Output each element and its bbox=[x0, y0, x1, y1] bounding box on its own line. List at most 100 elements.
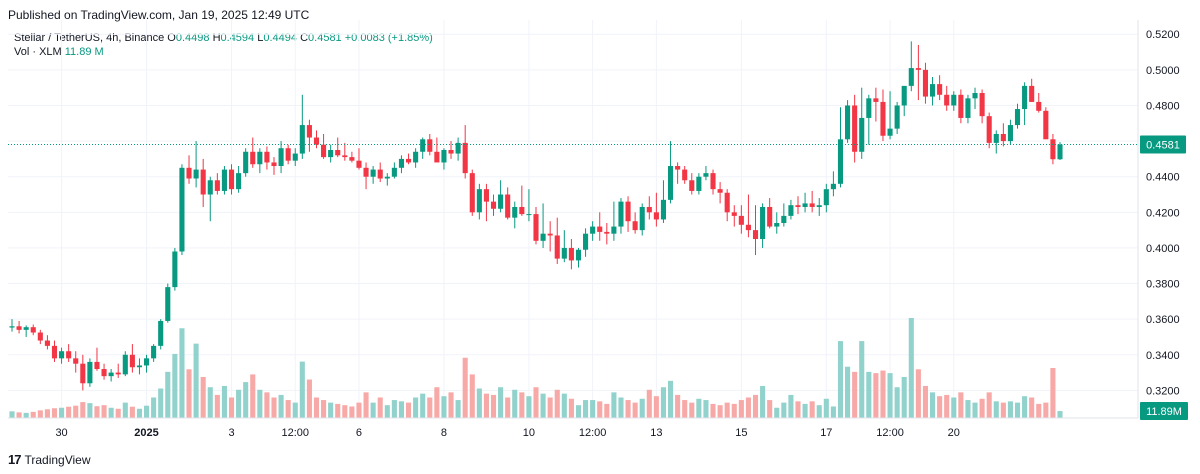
candle-body bbox=[313, 137, 320, 145]
candle-body bbox=[420, 139, 426, 152]
candle-body bbox=[200, 169, 206, 195]
candle-body bbox=[349, 157, 355, 161]
candle-body bbox=[108, 372, 114, 377]
candle-body bbox=[51, 345, 58, 359]
candles bbox=[9, 41, 1063, 391]
candle-body bbox=[186, 167, 192, 179]
candle-body bbox=[717, 189, 723, 193]
volume-bar bbox=[519, 392, 525, 418]
volume-bar bbox=[151, 397, 157, 418]
candle-body bbox=[965, 98, 971, 118]
candle-body bbox=[115, 372, 121, 375]
candle-body bbox=[1000, 133, 1006, 142]
candle-body bbox=[512, 206, 518, 218]
candle-body bbox=[129, 354, 135, 368]
volume-bar bbox=[207, 387, 213, 418]
volume-bar bbox=[986, 392, 992, 418]
volume-bar bbox=[30, 411, 36, 418]
x-tick-label: 13 bbox=[650, 427, 662, 439]
volume-bar bbox=[23, 412, 29, 418]
x-tick-label: 12:00 bbox=[579, 427, 607, 439]
candle-body bbox=[745, 224, 751, 231]
candle-body bbox=[816, 205, 822, 207]
candle-body bbox=[427, 139, 433, 152]
volume-bar bbox=[321, 400, 327, 418]
volume-bar bbox=[490, 394, 497, 418]
candle-body bbox=[533, 214, 539, 241]
volume-bar bbox=[94, 406, 100, 418]
volume-bar bbox=[483, 393, 489, 418]
volume-bar bbox=[313, 397, 320, 418]
volume-bar bbox=[108, 407, 114, 418]
candle-body bbox=[23, 327, 29, 330]
volume-bar bbox=[901, 376, 907, 418]
candle-body bbox=[384, 176, 390, 179]
candle-body bbox=[590, 226, 596, 234]
candle-body bbox=[73, 358, 79, 364]
volume-bar bbox=[370, 402, 376, 418]
candle-body bbox=[689, 180, 695, 191]
volume-bar bbox=[37, 410, 43, 418]
open-label: O bbox=[167, 32, 176, 44]
candle-body bbox=[710, 173, 716, 190]
candle-body bbox=[667, 166, 674, 200]
candle-body bbox=[575, 249, 582, 261]
candle-body bbox=[646, 206, 652, 213]
candle-body bbox=[809, 203, 815, 207]
volume-bars bbox=[9, 318, 1063, 418]
candle-body bbox=[448, 149, 454, 154]
candle-body bbox=[632, 221, 638, 231]
candle-body bbox=[880, 101, 886, 136]
volume-bar bbox=[816, 405, 822, 418]
volume-bar bbox=[356, 402, 362, 418]
volume-bar bbox=[993, 401, 999, 418]
volume-bar bbox=[894, 387, 900, 418]
x-tick-label: 6 bbox=[356, 427, 362, 439]
volume-bar bbox=[285, 400, 291, 418]
volume-bar bbox=[823, 398, 829, 418]
footer-brand[interactable]: 17 TradingView bbox=[8, 452, 91, 467]
candle-body bbox=[214, 180, 220, 191]
candle-body bbox=[363, 167, 369, 177]
volume-bar bbox=[405, 402, 412, 418]
candle-body bbox=[398, 158, 405, 168]
volume-legend: Vol · XLM 11.89 M bbox=[14, 46, 104, 58]
volume-bar bbox=[1043, 402, 1049, 418]
volume-bar bbox=[922, 385, 929, 418]
volume-bar bbox=[448, 392, 454, 418]
volume-bar bbox=[533, 387, 539, 418]
volume-bar bbox=[639, 398, 645, 418]
candle-body bbox=[554, 235, 560, 259]
candle-body bbox=[490, 201, 497, 209]
candle-body bbox=[434, 151, 440, 163]
candle-body bbox=[94, 361, 100, 370]
candle-body bbox=[469, 173, 475, 213]
ohlc-legend: Stellar / TetherUS, 4h, Binance O0.4498 … bbox=[14, 32, 433, 44]
candle-body bbox=[583, 233, 589, 250]
last-price-badge bbox=[1140, 135, 1186, 154]
close-value: 0.4581 bbox=[308, 32, 342, 44]
candle-body bbox=[802, 203, 808, 207]
volume-bar bbox=[427, 397, 433, 418]
volume-bar bbox=[611, 392, 617, 418]
last-price-label: 0.4581 bbox=[1146, 139, 1180, 151]
volume-bar bbox=[186, 369, 192, 418]
candle-body bbox=[767, 206, 773, 227]
volume-bar bbox=[667, 380, 674, 418]
volume-bar bbox=[16, 412, 22, 418]
x-tick-label: 2025 bbox=[134, 427, 158, 439]
y-tick-label: 0.4400 bbox=[1146, 172, 1180, 184]
y-tick-label: 0.3400 bbox=[1146, 350, 1180, 362]
volume-bar bbox=[689, 402, 695, 418]
volume-bar bbox=[80, 402, 86, 418]
volume-bar bbox=[505, 397, 511, 418]
volume-bar bbox=[1057, 411, 1063, 418]
y-tick-label: 0.3200 bbox=[1146, 385, 1180, 397]
volume-bar bbox=[1029, 397, 1035, 418]
candle-body bbox=[236, 173, 242, 190]
candle-body bbox=[158, 320, 164, 346]
volume-bar bbox=[632, 402, 638, 418]
candle-body bbox=[852, 105, 858, 152]
candle-body bbox=[151, 345, 157, 359]
